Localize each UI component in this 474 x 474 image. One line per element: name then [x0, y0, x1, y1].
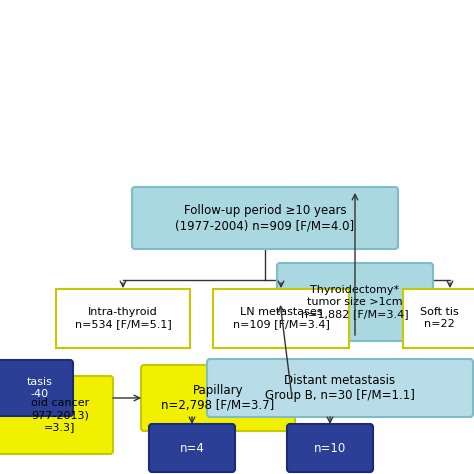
- FancyBboxPatch shape: [132, 187, 398, 249]
- FancyBboxPatch shape: [287, 424, 373, 472]
- FancyBboxPatch shape: [213, 289, 349, 347]
- Text: Soft tis
n=22: Soft tis n=22: [420, 307, 459, 329]
- FancyBboxPatch shape: [0, 376, 113, 454]
- Text: oid cancer
977-2013)
=3.3]: oid cancer 977-2013) =3.3]: [31, 399, 89, 432]
- FancyBboxPatch shape: [403, 289, 474, 347]
- Text: tasis
-40: tasis -40: [27, 377, 53, 399]
- FancyBboxPatch shape: [149, 424, 235, 472]
- FancyBboxPatch shape: [0, 360, 73, 416]
- Text: Distant metastasis
Group B, n=30 [F/M=1.1]: Distant metastasis Group B, n=30 [F/M=1.…: [265, 374, 415, 402]
- Text: Thyroidectomy*
tumor size >1cm
n=1,882 [F/M=3.4]: Thyroidectomy* tumor size >1cm n=1,882 […: [301, 285, 409, 319]
- Text: n=10: n=10: [314, 441, 346, 455]
- Text: n=4: n=4: [180, 441, 204, 455]
- Text: Follow-up period ≥10 years
(1977-2004) n=909 [F/M=4.0]: Follow-up period ≥10 years (1977-2004) n…: [175, 204, 355, 232]
- Text: Papillary
n=2,798 [F/M=3.7]: Papillary n=2,798 [F/M=3.7]: [161, 384, 274, 412]
- FancyBboxPatch shape: [56, 289, 190, 347]
- Text: LN metastases
n=109 [F/M=3.4]: LN metastases n=109 [F/M=3.4]: [233, 307, 329, 329]
- FancyBboxPatch shape: [277, 263, 433, 341]
- FancyBboxPatch shape: [207, 359, 473, 417]
- FancyBboxPatch shape: [141, 365, 295, 431]
- Text: Intra-thyroid
n=534 [F/M=5.1]: Intra-thyroid n=534 [F/M=5.1]: [74, 307, 172, 329]
